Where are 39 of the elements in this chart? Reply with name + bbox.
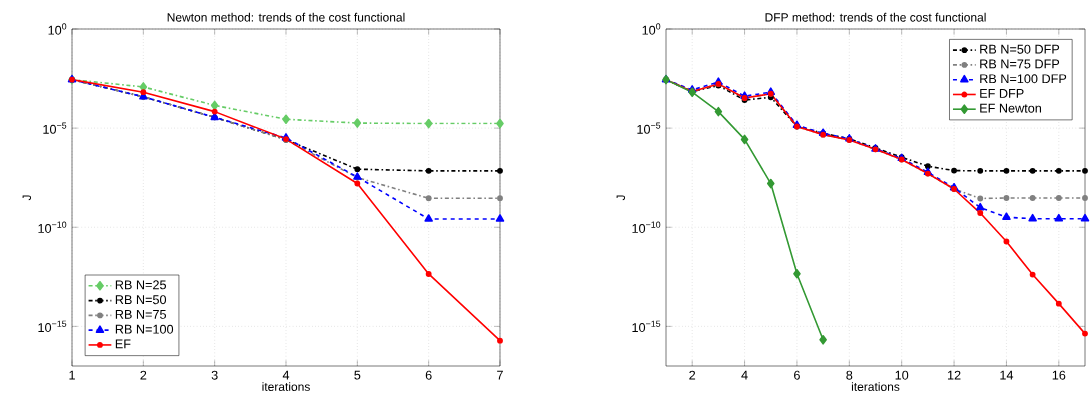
x-tick-label: 10 (895, 370, 909, 380)
legend-label: RB N=75 DFP (980, 59, 1060, 69)
y-tick-label: 10$^{0}$ (48, 23, 67, 35)
legend-label: RB N=75 (115, 310, 167, 319)
y-tick-label: 10$^{−10}$ (38, 221, 67, 233)
x-tick-label: 4 (282, 370, 290, 380)
x-axis-title: iterations (262, 382, 310, 391)
legend-label: RB N=50 (115, 295, 167, 305)
y-tick-label: 10$^{−10}$ (632, 221, 661, 233)
chart-title: DFP method: trends of the cost functional (765, 12, 986, 22)
chart-title: Newton method: trends of the cost functional (167, 12, 405, 22)
legend-label: RB N=100 (115, 324, 174, 334)
x-tick-label: 7 (497, 370, 503, 380)
legend-label: RB N=50 DFP (980, 44, 1060, 54)
y-tick-label: 10$^{−15}$ (632, 320, 661, 333)
x-tick-label: 5 (354, 370, 361, 380)
x-tick-label: 6 (425, 370, 432, 380)
x-tick-label: 12 (947, 370, 961, 380)
x-axis-title: iterations (851, 382, 900, 391)
legend-label: EF (115, 339, 131, 349)
x-tick-label: 2 (689, 370, 696, 380)
y-axis-title: J (22, 195, 32, 201)
legend-label: EF Newton (980, 103, 1042, 113)
x-tick-label: 3 (211, 370, 218, 380)
x-tick-label: 16 (1052, 370, 1066, 380)
y-tick-label: 10$^{−5}$ (637, 122, 661, 134)
y-axis-title: J (616, 195, 626, 201)
x-tick-label: 8 (846, 370, 853, 380)
y-tick-label: 10$^{−5}$ (43, 122, 67, 134)
x-tick-label: 2 (140, 370, 147, 380)
legend-label: RB N=25 (115, 280, 167, 290)
x-tick-label: 4 (741, 370, 748, 380)
legend-label: RB N=100 DFP (980, 74, 1067, 84)
y-tick-label: 10$^{−15}$ (38, 320, 67, 333)
x-tick-label: 1 (69, 370, 75, 380)
y-tick-label: 10$^{0}$ (642, 23, 661, 35)
legend-label: EF DFP (980, 89, 1024, 98)
x-tick-label: 14 (1000, 370, 1014, 380)
x-tick-label: 6 (794, 370, 800, 380)
